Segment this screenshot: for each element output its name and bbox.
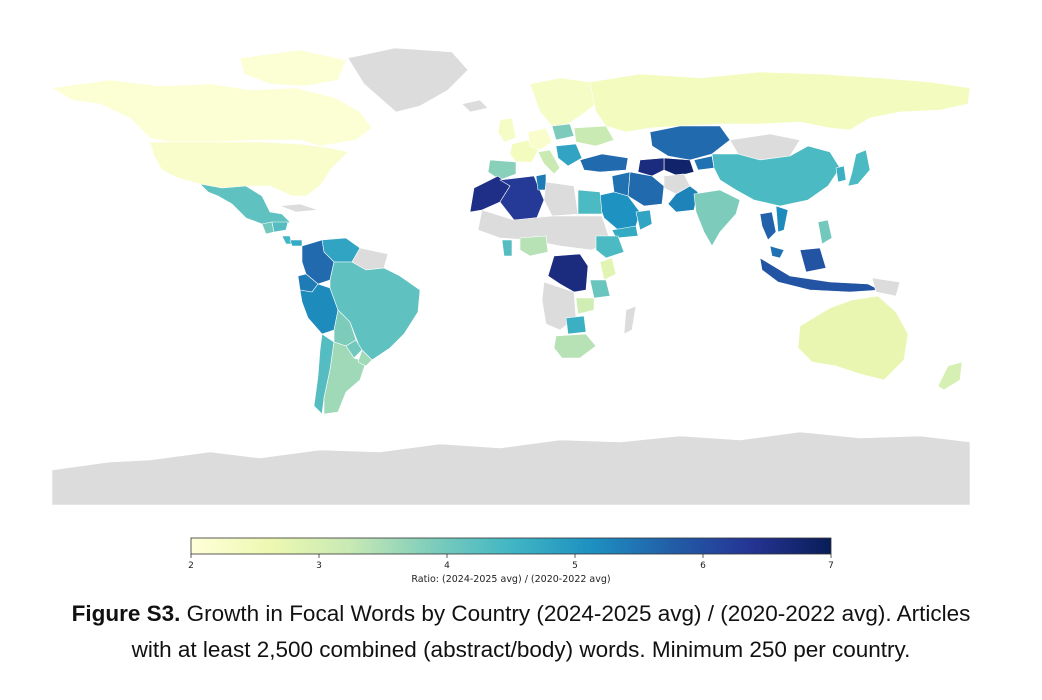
country-balkans bbox=[555, 143, 583, 167]
colorbar-tick-label: 7 bbox=[828, 561, 834, 571]
country-germany bbox=[527, 127, 553, 151]
country-poland bbox=[551, 123, 575, 141]
colorbar-tick-label: 2 bbox=[188, 561, 194, 571]
country-honduras bbox=[271, 221, 289, 233]
country-canada-islands bbox=[239, 49, 347, 87]
country-ghana bbox=[501, 239, 513, 257]
colorbar-tick-label: 3 bbox=[316, 561, 322, 571]
country-new-zealand bbox=[937, 361, 963, 391]
country-italy bbox=[537, 149, 561, 175]
country-kenya bbox=[599, 257, 617, 281]
country-egypt bbox=[577, 189, 603, 215]
country-pakistan bbox=[667, 185, 699, 213]
country-australia bbox=[797, 295, 909, 381]
colorbar-gradient bbox=[190, 537, 832, 555]
country-iran bbox=[627, 171, 665, 207]
colorbar-tick-label: 5 bbox=[572, 561, 578, 571]
world-choropleth-map bbox=[51, 47, 971, 506]
colorbar-tick-label: 6 bbox=[700, 561, 706, 571]
colorbar-ticks: 2 3 4 5 6 7 bbox=[188, 554, 834, 571]
colorbar-tick-label: 4 bbox=[444, 561, 450, 571]
country-tanzania bbox=[589, 279, 611, 299]
country-tunisia bbox=[535, 173, 547, 191]
country-mexico bbox=[199, 183, 291, 229]
country-turkey bbox=[579, 153, 629, 173]
country-antarctica bbox=[51, 431, 971, 506]
country-greenland bbox=[347, 47, 469, 113]
country-papua bbox=[871, 277, 901, 297]
country-turkmenistan bbox=[637, 157, 665, 177]
country-india bbox=[693, 189, 741, 247]
colorbar: 2 3 4 5 6 7 Ratio: (2024-2025 avg) / (2020-20… bbox=[188, 537, 834, 585]
caption-line-1: Figure S3. Growth in Focal Words by Coun… bbox=[0, 596, 1042, 632]
country-united-kingdom bbox=[497, 117, 517, 143]
country-philippines bbox=[817, 219, 833, 245]
country-malaysia bbox=[769, 245, 785, 259]
country-uzbekistan bbox=[663, 157, 695, 177]
figure-caption: Figure S3. Growth in Focal Words by Coun… bbox=[0, 596, 1042, 668]
country-south-korea bbox=[835, 165, 847, 183]
country-zambia bbox=[575, 297, 595, 315]
country-canada bbox=[51, 79, 373, 147]
country-ethiopia bbox=[595, 235, 625, 259]
country-oman bbox=[635, 209, 653, 231]
caption-lead: Figure S3. bbox=[71, 601, 181, 626]
country-indonesia bbox=[759, 257, 882, 293]
country-sahel bbox=[477, 209, 611, 251]
country-thailand bbox=[759, 211, 777, 241]
country-libya bbox=[543, 181, 579, 217]
caption-line-2: with at least 2,500 combined (abstract/b… bbox=[131, 637, 911, 662]
country-scandinavia bbox=[529, 77, 601, 127]
country-uruguay bbox=[357, 349, 373, 367]
country-ukraine bbox=[573, 125, 615, 147]
country-indonesia-borneo bbox=[799, 247, 827, 273]
country-madagascar bbox=[623, 305, 637, 335]
country-vietnam bbox=[775, 205, 789, 233]
country-panama bbox=[289, 239, 303, 247]
country-yemen bbox=[611, 225, 639, 239]
country-argentina bbox=[323, 341, 367, 415]
country-cuba bbox=[279, 203, 319, 213]
country-south-africa bbox=[553, 333, 597, 359]
country-spain bbox=[487, 159, 517, 181]
country-zimbabwe bbox=[565, 315, 587, 335]
country-dr-congo bbox=[547, 253, 589, 293]
country-china bbox=[711, 145, 841, 207]
country-nigeria bbox=[519, 235, 549, 257]
country-russia bbox=[589, 71, 971, 133]
caption-text-1: Growth in Focal Words by Country (2024-2… bbox=[180, 601, 971, 626]
colorbar-label: Ratio: (2024-2025 avg) / (2020-2022 avg) bbox=[411, 574, 610, 585]
country-iceland bbox=[461, 99, 489, 113]
country-japan bbox=[847, 149, 871, 187]
country-united-states bbox=[149, 141, 349, 197]
